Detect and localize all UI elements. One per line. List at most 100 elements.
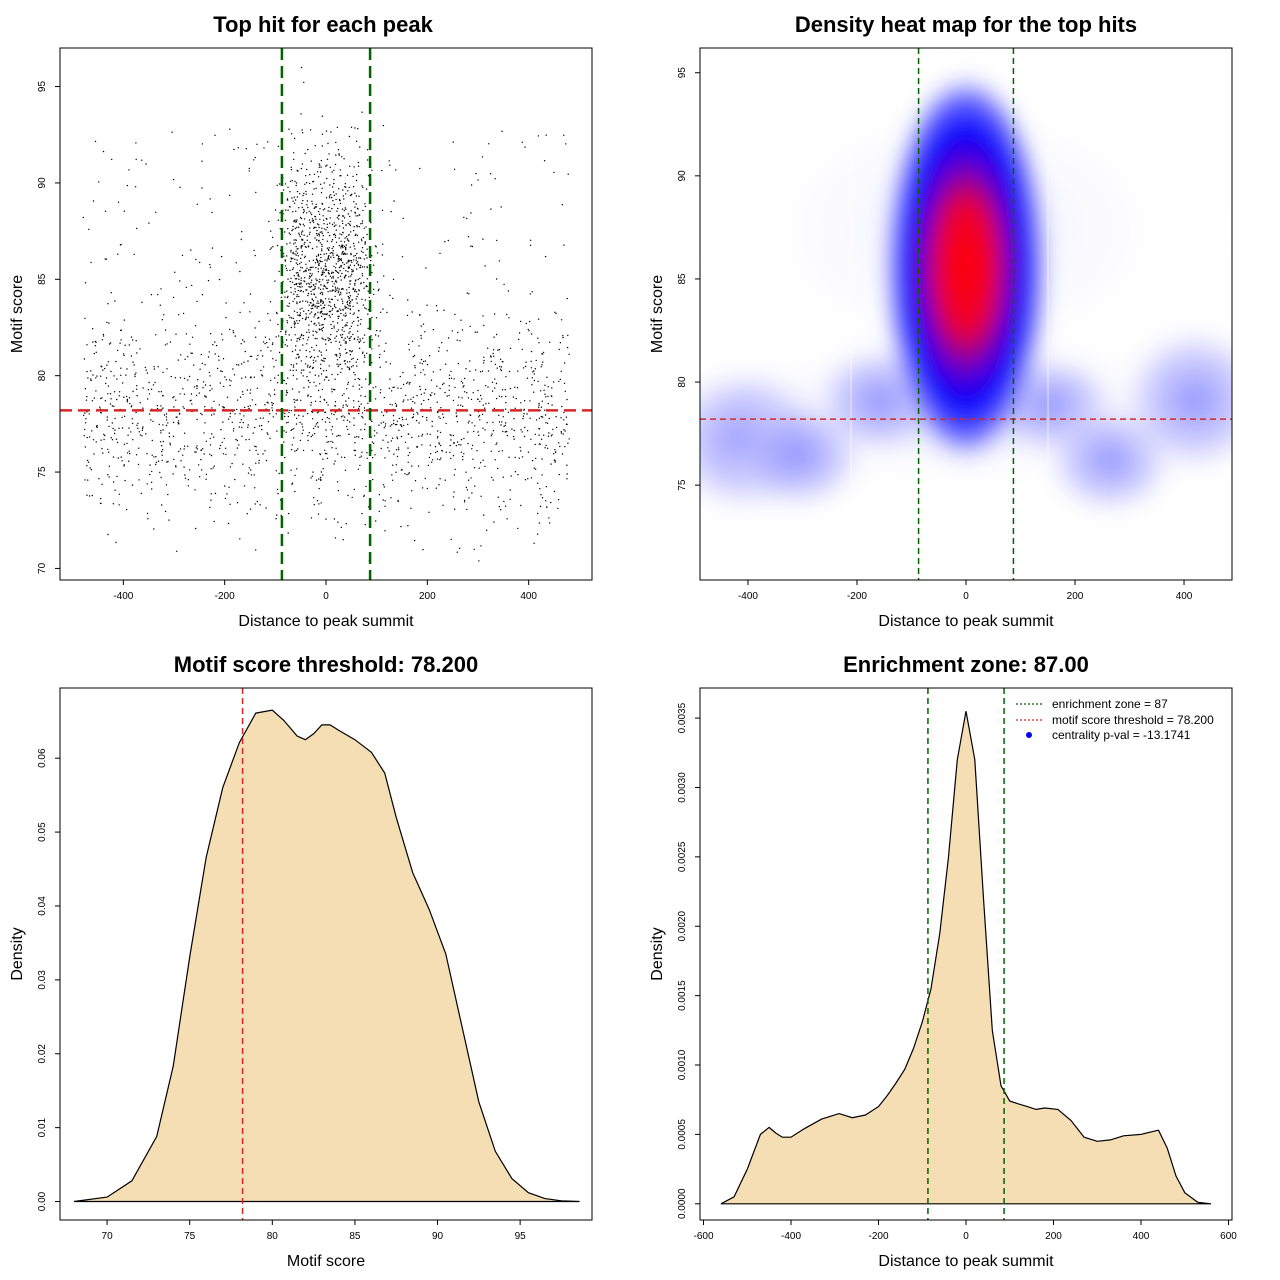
scatter-point xyxy=(110,292,113,294)
scatter-point xyxy=(148,222,150,224)
scatter-point xyxy=(302,415,304,417)
scatter-point xyxy=(315,255,318,257)
scatter-point xyxy=(541,400,543,402)
scatter-point xyxy=(173,396,175,398)
scatter-point xyxy=(111,405,114,407)
scatter-point xyxy=(211,247,214,249)
scatter-point xyxy=(328,195,331,197)
scatter-point xyxy=(283,430,285,432)
scatter-point xyxy=(363,258,365,260)
scatter-point xyxy=(334,537,337,539)
scatter-point xyxy=(350,336,352,338)
scatter-point xyxy=(424,374,426,376)
scatter-point xyxy=(460,451,463,453)
scatter-point xyxy=(410,398,412,400)
scatter-point xyxy=(442,413,444,415)
scatter-point xyxy=(173,406,175,408)
scatter-point xyxy=(291,281,294,283)
scatter-point xyxy=(310,274,313,277)
scatter-point xyxy=(466,217,468,220)
scatter-point xyxy=(249,405,251,407)
scatter-point xyxy=(279,228,281,230)
scatter-point xyxy=(294,242,296,244)
scatter-point xyxy=(311,200,313,202)
scatter-point xyxy=(130,336,133,338)
scatter-point xyxy=(290,326,292,329)
scatter-point xyxy=(531,291,533,293)
scatter-point xyxy=(563,429,565,431)
scatter-point xyxy=(283,255,285,257)
scatter-point xyxy=(155,461,158,464)
scatter-point xyxy=(309,231,311,233)
scatter-point xyxy=(90,370,92,372)
scatter-point xyxy=(303,234,305,236)
scatter-point xyxy=(335,288,337,290)
scatter-point xyxy=(145,433,147,435)
scatter-point xyxy=(305,270,307,272)
scatter-point xyxy=(330,429,332,431)
scatter-point xyxy=(84,428,86,431)
scatter-point xyxy=(307,148,309,151)
scatter-point xyxy=(458,547,461,549)
scatter-point xyxy=(540,366,542,368)
scatter-point xyxy=(197,379,199,381)
scatter-point xyxy=(353,245,355,247)
scatter-point xyxy=(209,506,211,509)
scatter-point xyxy=(284,265,287,267)
scatter-point xyxy=(164,329,167,331)
scatter-point xyxy=(239,413,241,415)
scatter-point xyxy=(336,271,339,273)
scatter-point xyxy=(524,479,527,481)
scatter-point xyxy=(309,351,311,353)
scatter-point xyxy=(426,419,428,421)
scatter-point xyxy=(346,253,348,255)
scatter-point xyxy=(250,355,253,358)
scatter-point xyxy=(495,397,498,400)
scatter-point xyxy=(323,313,325,315)
scatter-point xyxy=(334,401,337,403)
scatter-point xyxy=(546,506,548,508)
scatter-point xyxy=(325,229,327,231)
scatter-point xyxy=(367,402,369,404)
scatter-point xyxy=(269,301,272,303)
scatter-point xyxy=(155,463,157,466)
scatter-point xyxy=(108,476,110,478)
scatter-point xyxy=(141,429,144,431)
scatter-point xyxy=(318,166,320,168)
scatter-point xyxy=(331,277,333,279)
scatter-point xyxy=(276,382,279,384)
scatter-point xyxy=(421,435,423,437)
scatter-point xyxy=(341,319,343,321)
scatter-point xyxy=(265,507,267,509)
scatter-point xyxy=(480,545,482,547)
scatter-point xyxy=(291,197,293,199)
scatter-point xyxy=(527,478,529,480)
scatter-point xyxy=(266,341,268,344)
scatter-point xyxy=(296,399,299,401)
enrichment-x-tick-label: 400 xyxy=(1133,1231,1150,1242)
heatmap-x-tick-label: 400 xyxy=(1176,591,1193,602)
scatter-point xyxy=(568,438,570,440)
scatter-point xyxy=(179,186,181,188)
scatter-point xyxy=(271,409,274,412)
scatter-point xyxy=(246,513,248,515)
scatter-point xyxy=(456,421,459,423)
scatter-point xyxy=(361,298,363,300)
scatter-point xyxy=(296,259,298,261)
scatter-point xyxy=(342,232,344,234)
scatter-point xyxy=(372,387,374,389)
scatter-point xyxy=(341,245,344,248)
scatter-point xyxy=(276,184,278,187)
scatter-point xyxy=(132,439,134,441)
scatter-point xyxy=(246,389,249,391)
scatter-point xyxy=(361,386,363,388)
scatter-point xyxy=(301,206,303,209)
scatter-point xyxy=(331,240,333,243)
scatter-point xyxy=(522,367,525,369)
scatter-point xyxy=(156,404,159,407)
scatter-point xyxy=(249,355,252,358)
scatter-point xyxy=(342,539,344,541)
scatter-point xyxy=(323,228,325,230)
scatter-point xyxy=(538,428,541,430)
scatter-point xyxy=(274,209,277,211)
